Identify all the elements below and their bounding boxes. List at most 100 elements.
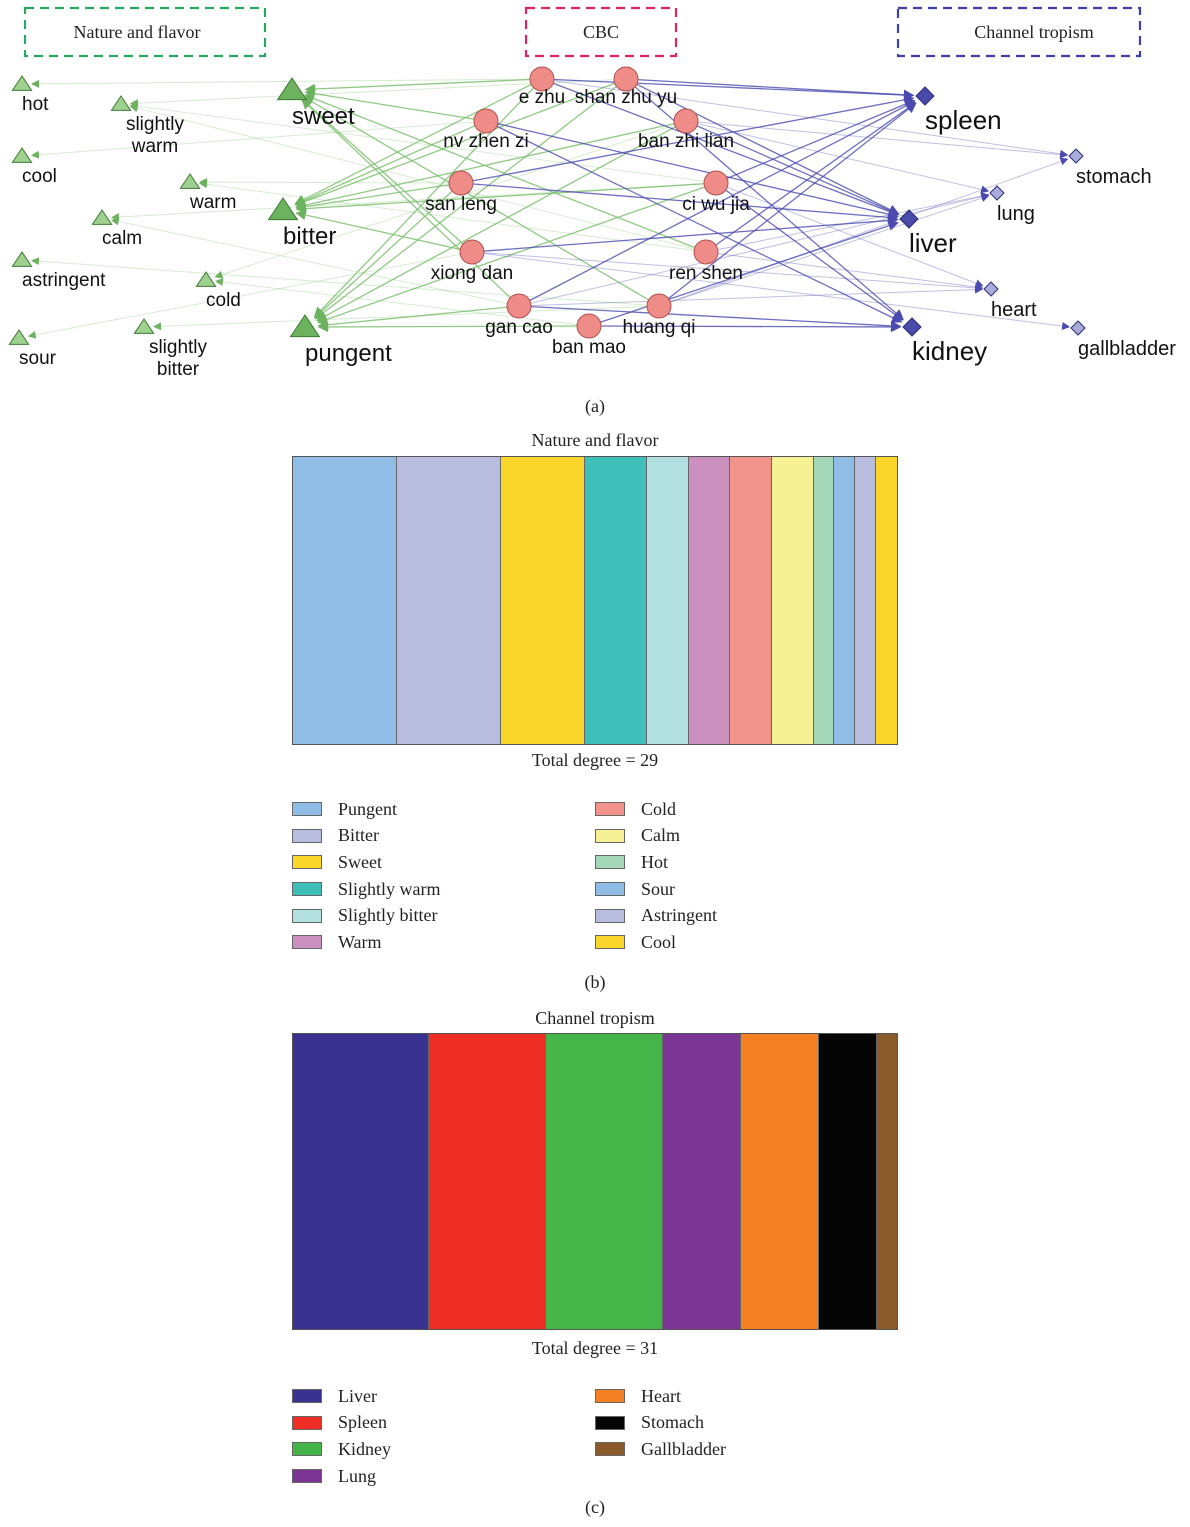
channel-label: heart [991,299,1037,321]
herb-node-shan-zhu-yu [613,66,639,92]
network-edge [302,96,660,307]
flavor-label: astringent [22,270,106,291]
network-edge [301,98,473,253]
chart-c-title: Channel tropism [535,1008,655,1028]
legend-swatch [595,828,625,843]
network-edge [129,102,717,184]
legend-label: Sweet [338,851,382,872]
chart-b-bar [292,456,898,745]
network-edge [30,78,543,88]
legend-item: Slightly bitter [292,902,441,929]
herb-node-ci-wu-jia [703,170,729,196]
flavor-label: sweet [292,103,355,130]
legend-swatch [292,1389,322,1404]
legend-label: Warm [338,931,382,952]
network-edge [214,120,687,279]
legend-item: Hot [595,849,717,876]
chart-b-title: Nature and flavor [531,430,659,450]
channel-label: gallbladder [1078,338,1176,360]
channel-node-spleen [915,86,935,106]
channel-node-kidney [902,317,922,337]
flavor-label: bitter [283,223,336,250]
herb-node-ban-zhi-lian [673,108,699,134]
legend-label: Hot [641,851,668,872]
legend-swatch [595,802,625,817]
bar-segment-sweet [501,457,585,744]
channel-label: stomach [1076,166,1152,188]
legend-item: Calm [595,823,717,850]
legend-item: Cool [595,929,717,956]
herb-label: ban zhi lian [638,131,734,152]
legend-label: Bitter [338,825,379,846]
bar-segment-heart [741,1034,819,1329]
network-edge [317,321,590,333]
legend-item: Sour [595,876,717,903]
channel-label: spleen [925,105,1002,135]
flavor-node-cool [11,147,33,163]
herb-label: huang qi [623,317,696,338]
flavor-label: bitter [157,359,200,380]
legend-swatch [292,802,322,817]
flavor-node-sour [8,329,30,345]
legend-item: Heart [595,1383,726,1410]
network-edge [588,321,902,333]
network-edge [518,100,916,307]
legend-swatch [595,908,625,923]
legend-item: Spleen [292,1410,391,1437]
flavor-label: warm [131,136,178,157]
legend-label: Slightly bitter [338,905,438,926]
legend-label: Slightly warm [338,878,441,899]
bar-segment-kidney [546,1034,664,1329]
legend-swatch [292,1469,322,1484]
network-edge [27,251,473,339]
channel-label: kidney [912,336,987,366]
network-edge [541,78,1069,158]
network-edge [715,182,904,321]
legend-label: Cool [641,931,677,952]
herb-node-nv-zhen-zi [473,108,499,134]
chart-b-legend-left: Pungent Bitter Sweet Slightly warm Slightly … [292,796,441,956]
herb-label: ren shen [669,263,743,284]
network-edge [705,102,917,253]
flavor-label: cold [206,290,241,311]
legend-swatch [292,1442,322,1457]
legend-label: Stomach [641,1412,704,1433]
herb-label: ci wu jia [682,194,750,215]
network-edge [705,192,990,253]
cbc-group-box [524,6,678,58]
network-edge [658,194,990,307]
chart-c-legend-left: Liver Spleen Kidney Lung [292,1383,391,1489]
network-edge [295,182,462,212]
flavor-label: slightly [126,114,185,135]
legend-item: Lung [292,1463,391,1490]
channel-node-stomach [1068,148,1084,164]
network-edge [541,78,900,217]
caption-c: (c) [585,1497,605,1517]
network-edge [316,120,687,321]
network-edge [625,78,915,100]
legend-item: Liver [292,1383,391,1410]
nature-group-box [23,6,267,58]
network-edge [485,120,903,323]
network-edge [518,305,902,332]
network-edge [314,182,462,319]
network-edge [460,182,899,223]
herb-label: e zhu [519,87,565,108]
network-edge [313,78,543,318]
legend-label: Liver [338,1385,377,1406]
network-edge [301,98,520,307]
flavor-node-cold [195,271,217,287]
network-edge [304,88,487,122]
flavor-node-slightly-warm [110,95,132,111]
legend-swatch [292,828,322,843]
bar-segment-astringent [855,457,877,744]
herb-label: gan cao [485,317,553,338]
network-edge [316,182,717,325]
herb-node-xiong-dan [459,239,485,265]
network-edge [30,257,660,307]
network-edge [625,78,900,215]
bar-segment-pungent [293,457,398,744]
legend-label: Cold [641,798,677,819]
network-edge [518,285,984,307]
legend-swatch [292,855,322,870]
